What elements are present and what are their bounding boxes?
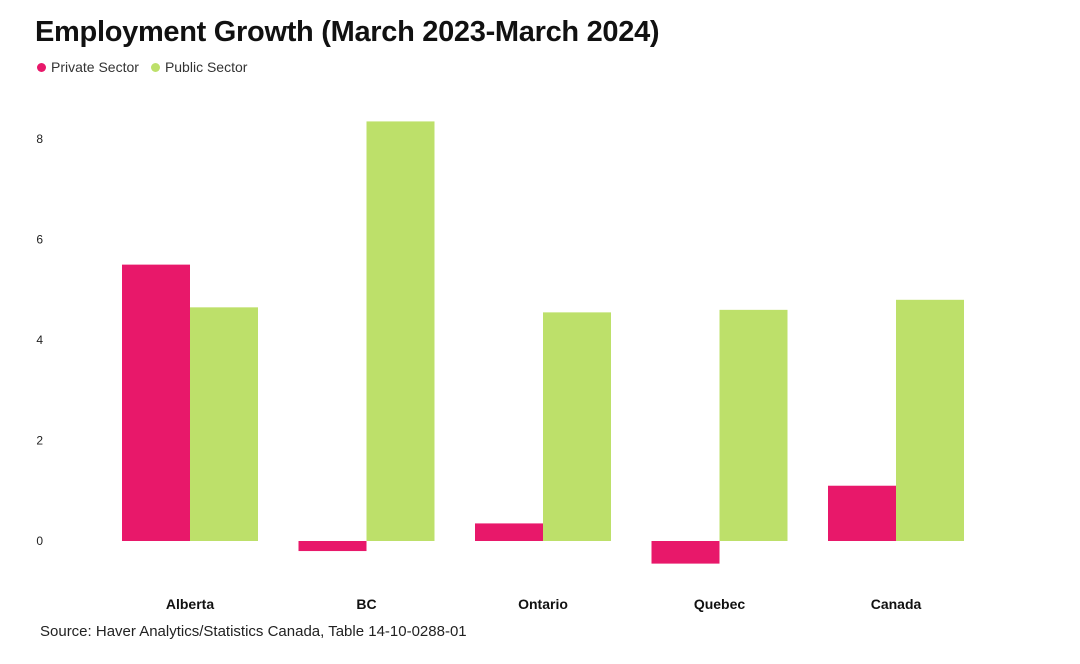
bar-private-canada bbox=[828, 485, 896, 541]
bar-chart: 0 2 4 6 8 Alberta BC Ontario Quebec Canada bbox=[36, 121, 964, 612]
source-note: Source: Haver Analytics/Statistics Canad… bbox=[40, 623, 467, 640]
y-tick-label: 4 bbox=[36, 333, 43, 347]
bar-public-ontario bbox=[543, 312, 611, 541]
y-tick-label: 0 bbox=[36, 534, 43, 548]
bar-public-bc bbox=[366, 121, 435, 541]
bar-public-alberta bbox=[190, 307, 258, 541]
legend: Private Sector Public Sector bbox=[37, 59, 259, 75]
legend-label-private-sector: Private Sector bbox=[51, 59, 139, 75]
x-category-label: BC bbox=[356, 596, 376, 612]
chart-title: Employment Growth (March 2023-March 2024… bbox=[35, 16, 660, 48]
y-tick-label: 2 bbox=[36, 434, 43, 448]
x-category-label: Canada bbox=[871, 596, 922, 612]
legend-item-public-sector: Public Sector bbox=[150, 59, 248, 75]
legend-label-public-sector: Public Sector bbox=[164, 59, 248, 75]
x-category-label: Quebec bbox=[694, 596, 746, 612]
bar-public-canada bbox=[896, 299, 964, 541]
y-tick-label: 6 bbox=[36, 233, 43, 247]
y-tick-label: 8 bbox=[36, 132, 43, 146]
bar-private-alberta bbox=[122, 264, 190, 541]
legend-swatch-public-sector bbox=[150, 62, 160, 72]
bar-private-bc bbox=[298, 541, 367, 552]
x-category-label: Alberta bbox=[166, 596, 214, 612]
bar-private-ontario bbox=[475, 523, 543, 541]
bar-private-quebec bbox=[651, 541, 720, 564]
legend-swatch-private-sector bbox=[37, 62, 46, 72]
bar-public-quebec bbox=[719, 309, 788, 541]
x-category-label: Ontario bbox=[518, 596, 568, 612]
legend-item-private-sector: Private Sector bbox=[37, 59, 139, 75]
